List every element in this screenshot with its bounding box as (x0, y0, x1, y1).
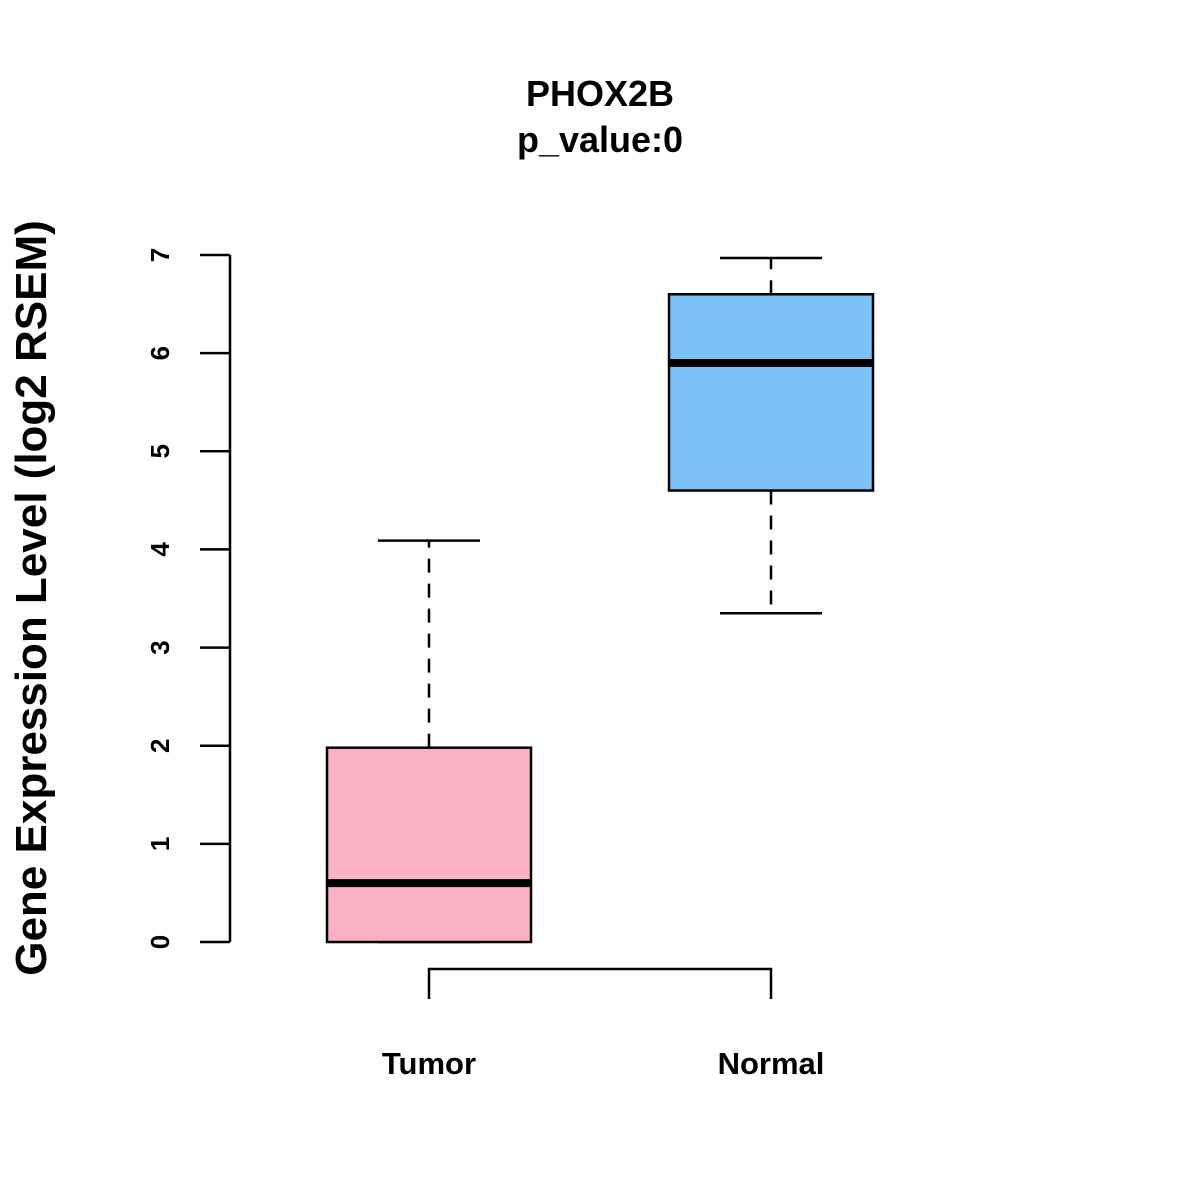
y-axis-label: Gene Expression Level (log2 RSEM) (7, 220, 56, 976)
category-labels: Tumor Normal (382, 1046, 824, 1081)
y-tick-label: 4 (145, 542, 175, 557)
y-tick-label: 5 (145, 444, 175, 458)
y-axis: 0 1 2 3 4 5 6 7 (145, 248, 232, 949)
comparison-bracket (427, 967, 773, 999)
y-tick-label: 7 (145, 248, 175, 262)
category-label-tumor: Tumor (382, 1046, 476, 1081)
chart-title: PHOX2B (526, 73, 674, 114)
bracket-line (427, 967, 773, 999)
y-tick-label: 0 (145, 935, 175, 949)
box-body (667, 293, 875, 492)
y-tick-label: 1 (145, 837, 175, 851)
chart-subtitle: p_value:0 (517, 119, 683, 160)
y-tick-label: 3 (145, 640, 175, 654)
box-tumor (325, 539, 533, 944)
category-label-normal: Normal (718, 1046, 825, 1081)
box-body (325, 746, 533, 944)
y-tick-label: 6 (145, 346, 175, 360)
boxes (325, 256, 875, 944)
y-tick-label: 2 (145, 738, 175, 752)
box-normal (667, 256, 875, 615)
